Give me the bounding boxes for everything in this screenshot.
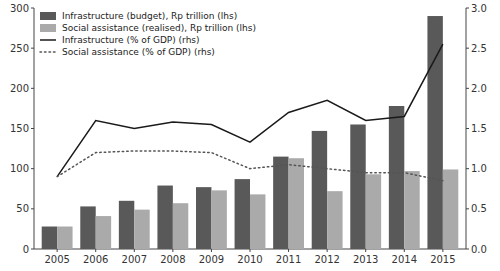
y2-tick — [466, 8, 469, 9]
bar — [134, 210, 149, 249]
y-tick — [31, 208, 34, 209]
y-tick — [31, 48, 34, 49]
bar — [366, 174, 381, 249]
y-tick-label: 250 — [10, 43, 29, 54]
y-tick-label: 0 — [23, 244, 29, 255]
y-tick-label: 200 — [10, 83, 29, 94]
line — [57, 151, 443, 181]
legend-swatch — [40, 24, 56, 32]
y-tick-label: 50 — [16, 203, 29, 214]
bar — [327, 191, 342, 249]
bar — [443, 169, 458, 249]
bar — [427, 16, 442, 249]
y-tick-label: 100 — [10, 163, 29, 174]
bar — [235, 179, 250, 249]
legend-label: Social assistance (% of GDP) (rhs) — [62, 47, 215, 57]
legend: Infrastructure (budget), Rp trillion (lh… — [40, 11, 256, 57]
y2-tick-label: 2.0 — [471, 83, 487, 94]
bar — [157, 186, 172, 249]
x-tick-label: 2012 — [314, 254, 339, 265]
y-tick — [31, 128, 34, 129]
plot-area — [42, 16, 459, 249]
legend-label: Social assistance (realised), Rp trillio… — [62, 23, 256, 33]
x-tick — [172, 249, 173, 252]
x-tick-label: 2005 — [44, 254, 69, 265]
y2-tick-label: 0.0 — [471, 244, 487, 255]
y-tick-label: 300 — [10, 3, 29, 14]
y2-tick-label: 0.5 — [471, 203, 487, 214]
bar — [289, 158, 304, 249]
bar — [42, 227, 57, 249]
bar — [273, 157, 288, 249]
y2-tick-label: 1.0 — [471, 163, 487, 174]
bar — [57, 227, 72, 249]
bar — [211, 190, 226, 249]
x-tick — [95, 249, 96, 252]
legend-item: Infrastructure (budget), Rp trillion (lh… — [40, 11, 237, 21]
y2-tick — [466, 249, 469, 250]
legend-swatch — [40, 39, 56, 41]
bar — [96, 216, 111, 249]
x-tick — [250, 249, 251, 252]
legend-swatch — [40, 51, 56, 53]
line — [57, 44, 443, 177]
y-tick — [31, 168, 34, 169]
bar — [80, 206, 95, 249]
x-tick — [211, 249, 212, 252]
x-tick-label: 2006 — [83, 254, 108, 265]
legend-item: Infrastructure (% of GDP) (rhs) — [40, 35, 200, 45]
legend-swatch — [40, 12, 56, 20]
bar — [196, 187, 211, 249]
x-tick — [134, 249, 135, 252]
x-tick-label: 2014 — [392, 254, 417, 265]
y2-tick — [466, 168, 469, 169]
bar — [119, 201, 134, 249]
y-tick — [31, 88, 34, 89]
y2-tick-label: 1.5 — [471, 123, 487, 134]
x-tick-label: 2007 — [122, 254, 147, 265]
x-tick-label: 2015 — [430, 254, 455, 265]
x-tick — [442, 249, 443, 252]
x-tick-label: 2013 — [353, 254, 378, 265]
y2-tick — [466, 48, 469, 49]
chart: 0 50 100 150 200 250 300 0.0 0.5 1.0 1.5 2.0 2.5 3.0 2… — [0, 0, 500, 271]
x-tick — [365, 249, 366, 252]
legend-item: Social assistance (realised), Rp trillio… — [40, 23, 256, 33]
bar — [173, 203, 188, 249]
x-tick — [327, 249, 328, 252]
y2-tick — [466, 88, 469, 89]
x-tick — [288, 249, 289, 252]
bar — [350, 124, 365, 249]
x-tick-label: 2010 — [237, 254, 262, 265]
x-tick — [404, 249, 405, 252]
y-tick-label: 150 — [10, 123, 29, 134]
x-tick — [57, 249, 58, 252]
bar — [389, 106, 404, 249]
y2-tick — [466, 208, 469, 209]
y-tick — [31, 8, 34, 9]
legend-label: Infrastructure (% of GDP) (rhs) — [62, 35, 200, 45]
y2-tick-label: 3.0 — [471, 3, 487, 14]
y2-tick-label: 2.5 — [471, 43, 487, 54]
y2-tick — [466, 128, 469, 129]
bar — [404, 171, 419, 249]
x-tick-label: 2009 — [199, 254, 224, 265]
legend-item: Social assistance (% of GDP) (rhs) — [40, 47, 215, 57]
y-tick — [31, 249, 34, 250]
bar — [250, 194, 265, 249]
legend-label: Infrastructure (budget), Rp trillion (lh… — [62, 11, 237, 21]
bar — [312, 131, 327, 249]
x-tick-label: 2008 — [160, 254, 185, 265]
x-tick-label: 2011 — [276, 254, 301, 265]
